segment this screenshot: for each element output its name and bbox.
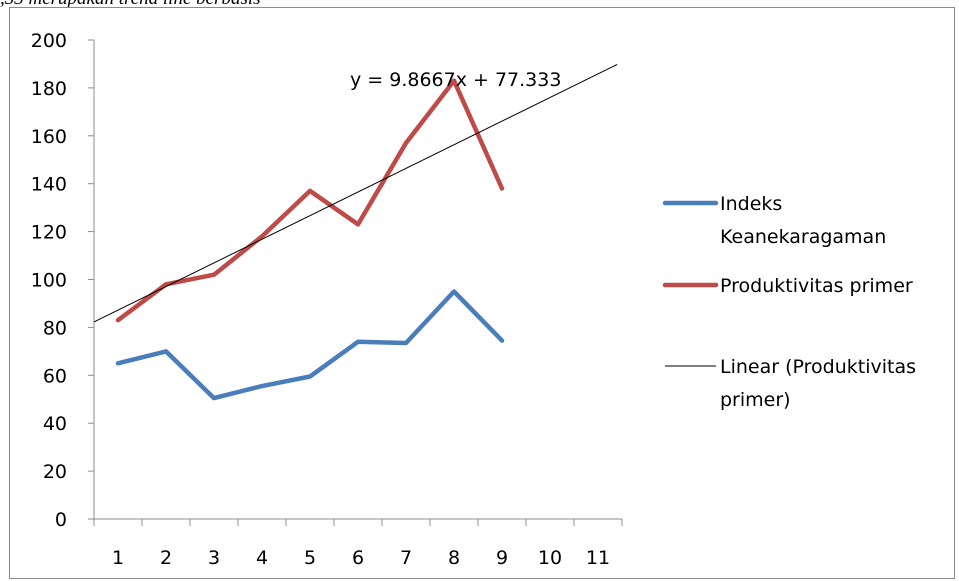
legend-label-2: Linear (Produktivitas (720, 356, 916, 378)
series-layer (115, 78, 505, 401)
x-tick-label: 1 (112, 547, 124, 569)
x-tick-label: 7 (400, 547, 412, 569)
x-tick-label: 3 (208, 547, 220, 569)
chart-frame (9, 7, 955, 579)
y-tick-label: 60 (43, 365, 67, 387)
y-tick-label: 40 (43, 413, 67, 435)
y-tick-label: 100 (31, 270, 67, 292)
trendline (93, 63, 618, 323)
y-tick-label: 0 (55, 509, 67, 531)
legend-label-1: Produktivitas primer (720, 275, 913, 297)
trendline-equation: y = 9.8667x + 77.333 (350, 69, 561, 91)
caption-text: ,33 merupakan trend line berbasis (0, 0, 959, 10)
y-tick-label: 80 (43, 317, 67, 339)
legend: Indeks Keanekaragaman Produktivitas primer… (662, 193, 916, 411)
legend-label-0: Indeks (720, 193, 782, 215)
legend-label-2: primer) (720, 389, 791, 411)
y-tick-label: 200 (31, 30, 67, 52)
chart-axes (88, 39, 623, 526)
trendline-layer (93, 63, 618, 323)
x-tick-label: 9 (496, 547, 508, 569)
trendline-equation-layer: y = 9.8667x + 77.333 (350, 69, 561, 91)
series-line-1 (115, 78, 505, 323)
x-tick-label: 4 (256, 547, 268, 569)
series-line-0 (115, 289, 505, 401)
y-tick-label: 20 (43, 461, 67, 483)
y-tick-label: 120 (31, 222, 67, 244)
x-axis-tick-labels: 1 2 3 4 5 6 7 8 9 10 11 (112, 547, 610, 569)
x-tick-label: 10 (538, 547, 562, 569)
y-tick-label: 180 (31, 78, 67, 100)
legend-label-0: Keanekaragaman (720, 226, 886, 248)
x-tick-label: 11 (586, 547, 610, 569)
x-tick-label: 6 (352, 547, 364, 569)
y-tick-label: 140 (31, 174, 67, 196)
x-tick-label: 5 (304, 547, 316, 569)
x-tick-label: 2 (160, 547, 172, 569)
y-axis-tick-labels: 0 20 40 60 80 100 120 140 160 180 200 (31, 30, 67, 531)
y-tick-label: 160 (31, 126, 67, 148)
x-tick-label: 8 (448, 547, 460, 569)
